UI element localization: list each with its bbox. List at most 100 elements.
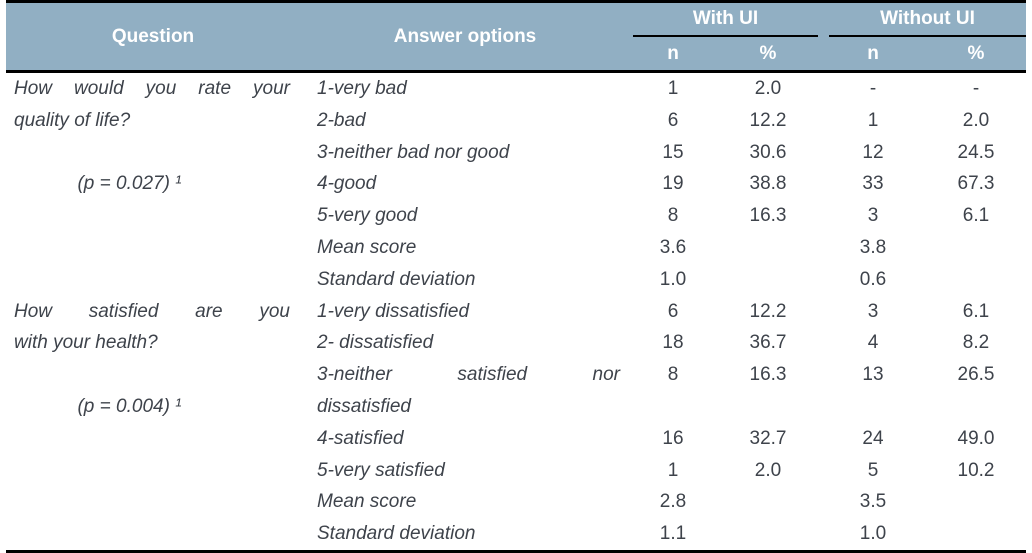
header-with-ui-pct: % — [759, 42, 777, 64]
answer-cell: dissatisfied — [317, 395, 411, 417]
table-row: Mean score 3.6 3.8 — [6, 232, 1026, 264]
without-ui-n-cell: 5 — [867, 459, 879, 481]
table-row: 3-neither bad nor good 15 30.6 12 24.5 — [6, 137, 1026, 169]
table-row: 5-very satisfied 1 2.0 5 10.2 — [6, 455, 1026, 487]
table-row: Standard deviation 1.0 0.6 — [6, 264, 1026, 296]
header-without-ui-n: n — [867, 42, 879, 64]
header-answer-options: Answer options — [393, 25, 537, 47]
question-cell — [6, 232, 300, 264]
without-ui-pct-cell: 10.2 — [957, 459, 995, 481]
without-ui-pct-cell: 2.0 — [962, 109, 990, 131]
with-ui-pct-cell: 16.3 — [749, 364, 787, 386]
answer-cell: 3-neither satisfied nor — [317, 364, 620, 386]
with-ui-n-cell — [630, 391, 716, 423]
answer-cell: 5-very good — [317, 205, 418, 227]
question-cell: How would you rate your — [14, 78, 290, 99]
table-row: 3-neither satisfied nor 8 16.3 13 26.5 — [6, 359, 1026, 391]
question-cell: quality of life? — [14, 109, 131, 131]
without-ui-pct-cell — [926, 486, 1026, 518]
header-group-with-ui: With UI — [633, 3, 818, 37]
table-row: How satisfied are you 1-very dissatisfie… — [6, 296, 1026, 328]
question-cell — [6, 264, 300, 296]
table-row: Standard deviation 1.1 1.0 — [6, 518, 1026, 550]
without-ui-n-cell: 3.8 — [859, 236, 887, 258]
question-cell — [6, 423, 300, 455]
without-ui-pct-cell — [926, 391, 1026, 423]
answer-cell: 4-satisfied — [317, 427, 404, 449]
table-body: How would you rate your 1-very bad 1 2.0… — [6, 73, 1026, 553]
header-with-ui-n: n — [667, 42, 679, 64]
without-ui-n-cell: 3.5 — [859, 491, 887, 513]
answer-cell: Standard deviation — [317, 268, 476, 290]
with-ui-n-cell: 1 — [667, 78, 679, 99]
table-row: with your health? 2- dissatisfied 18 36.… — [6, 327, 1026, 359]
with-ui-pct-cell — [716, 486, 820, 518]
without-ui-n-cell: 4 — [867, 332, 879, 354]
without-ui-pct-cell — [926, 232, 1026, 264]
with-ui-n-cell: 18 — [662, 332, 684, 354]
table-row: (p = 0.004) ¹ dissatisfied — [6, 391, 1026, 423]
with-ui-pct-cell: 36.7 — [749, 332, 787, 354]
with-ui-n-cell: 2.8 — [659, 491, 687, 513]
answer-cell: Mean score — [317, 236, 417, 258]
question-cell: How satisfied are you — [14, 300, 290, 322]
table-row: 5-very good 8 16.3 3 6.1 — [6, 200, 1026, 232]
without-ui-pct-cell: 67.3 — [957, 173, 995, 195]
without-ui-n-cell: 3 — [867, 300, 879, 322]
question-cell — [6, 455, 300, 487]
with-ui-n-cell: 8 — [667, 364, 679, 386]
header-without-ui-pct: % — [967, 42, 985, 64]
answer-cell: 1-very dissatisfied — [317, 300, 470, 322]
without-ui-n-cell: 1.0 — [859, 523, 887, 545]
without-ui-pct-cell: 6.1 — [962, 300, 990, 322]
without-ui-n-cell: 12 — [862, 141, 884, 163]
answer-cell: Standard deviation — [317, 523, 476, 545]
answer-cell: 4-good — [317, 173, 377, 195]
with-ui-n-cell: 6 — [667, 109, 679, 131]
with-ui-pct-cell: 2.0 — [754, 78, 782, 99]
with-ui-pct-cell: 12.2 — [749, 109, 787, 131]
with-ui-pct-cell: 12.2 — [749, 300, 787, 322]
table-row: Mean score 2.8 3.5 — [6, 486, 1026, 518]
without-ui-n-cell: 0.6 — [859, 268, 887, 290]
p-value: (p = 0.004) ¹ — [77, 395, 182, 417]
header-question: Question — [111, 25, 195, 47]
question-cell — [6, 359, 300, 391]
without-ui-n-cell: 1 — [867, 109, 879, 131]
with-ui-pct-cell — [716, 232, 820, 264]
answer-cell: 1-very bad — [317, 78, 407, 99]
without-ui-pct-cell: 6.1 — [962, 205, 990, 227]
with-ui-n-cell: 15 — [662, 141, 684, 163]
without-ui-pct-cell: 24.5 — [957, 141, 995, 163]
question-cell — [6, 518, 300, 550]
table-row: quality of life? 2-bad 6 12.2 1 2.0 — [6, 105, 1026, 137]
with-ui-n-cell: 8 — [667, 205, 679, 227]
answer-cell: 2-bad — [317, 109, 366, 131]
question-cell — [6, 137, 300, 169]
with-ui-pct-cell: 32.7 — [749, 427, 787, 449]
without-ui-n-cell: 3 — [867, 205, 879, 227]
without-ui-pct-cell: - — [972, 78, 980, 99]
question-cell — [6, 486, 300, 518]
without-ui-pct-cell: 49.0 — [957, 427, 995, 449]
with-ui-n-cell: 1.1 — [659, 523, 687, 545]
without-ui-n-cell: 13 — [862, 364, 884, 386]
without-ui-n-cell: 24 — [862, 427, 884, 449]
with-ui-pct-cell — [716, 518, 820, 550]
with-ui-n-cell: 1 — [667, 459, 679, 481]
with-ui-n-cell: 1.0 — [659, 268, 687, 290]
table-row: How would you rate your 1-very bad 1 2.0… — [6, 73, 1026, 105]
without-ui-n-cell: - — [869, 78, 877, 99]
answer-cell: 5-very satisfied — [317, 459, 445, 481]
header-group-without-ui: Without UI — [829, 3, 1026, 37]
with-ui-n-cell: 16 — [662, 427, 684, 449]
with-ui-pct-cell: 30.6 — [749, 141, 787, 163]
without-ui-pct-cell: 26.5 — [957, 364, 995, 386]
with-ui-pct-cell: 2.0 — [754, 459, 782, 481]
question-cell — [6, 200, 300, 232]
with-ui-pct-cell — [716, 391, 820, 423]
answer-cell: 3-neither bad nor good — [317, 141, 510, 163]
p-value: (p = 0.027) ¹ — [77, 173, 182, 195]
without-ui-pct-cell: 8.2 — [962, 332, 990, 354]
